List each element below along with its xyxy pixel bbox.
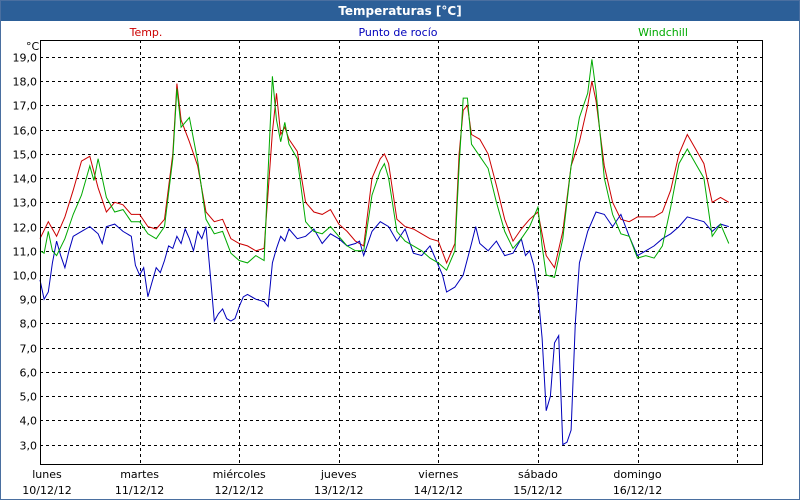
series-line-punto-de-roc-o	[39, 211, 729, 446]
y-tick-label: 13,0	[13, 197, 38, 210]
x-tick-day-label: sábado	[518, 468, 558, 481]
y-tick-label: 12,0	[13, 222, 38, 235]
series-lines	[39, 59, 730, 446]
grid	[40, 40, 762, 464]
x-tick-day-label: martes	[120, 468, 159, 481]
window-title: Temperaturas [°C]	[1, 1, 799, 21]
x-tick-day-label: viernes	[418, 468, 458, 481]
y-tick-label: 11,0	[13, 246, 38, 259]
x-tick-date-label: 15/12/12	[513, 484, 562, 497]
y-tick-label: 10,0	[13, 270, 38, 283]
x-tick-day-label: miércoles	[213, 468, 266, 481]
y-tick-label: 16,0	[13, 125, 38, 138]
legend-entry: Temp.	[129, 26, 163, 39]
legend-entry: Windchill	[638, 26, 688, 39]
y-tick-label: 18,0	[13, 76, 38, 89]
x-tick-date-label: 14/12/12	[414, 484, 463, 497]
y-tick-label: 9,0	[20, 294, 38, 307]
x-tick-date-label: 12/12/12	[214, 484, 263, 497]
x-axis-ticks: lunes 10/12/12 martes 11/12/12 miércoles 12/1…	[22, 468, 662, 497]
y-tick-label: 3,0	[20, 440, 38, 453]
y-tick-label: 4,0	[20, 415, 38, 428]
series-line-windchill	[39, 59, 730, 279]
y-axis-unit-label: °C	[26, 40, 40, 53]
x-tick-day-label: lunes	[32, 468, 62, 481]
y-tick-label: 7,0	[20, 343, 38, 356]
y-tick-label: 6,0	[20, 367, 38, 380]
y-tick-label: 5,0	[20, 391, 38, 404]
series-line-temp	[39, 81, 730, 269]
x-tick-date-label: 11/12/12	[115, 484, 164, 497]
legend-entry: Punto de rocío	[358, 26, 437, 39]
x-tick-date-label: 13/12/12	[314, 484, 363, 497]
x-tick-date-label: 10/12/12	[22, 484, 71, 497]
x-tick-day-label: jueves	[320, 468, 357, 481]
legend: Temp. Punto de rocío Windchill	[129, 26, 688, 39]
y-tick-label: 19,0	[13, 52, 38, 65]
y-tick-label: 17,0	[13, 100, 38, 113]
y-tick-label: 8,0	[20, 318, 38, 331]
x-tick-day-label: domingo	[613, 468, 661, 481]
plot-border	[40, 40, 763, 465]
y-tick-label: 15,0	[13, 149, 38, 162]
x-tick-date-label: 16/12/12	[613, 484, 662, 497]
y-tick-label: 14,0	[13, 173, 38, 186]
y-axis-ticks: 3,0 4,0 5,0 6,0 7,0 8,0 9,0 10,0 11,0 12,0 13,0 14,…	[13, 52, 38, 453]
